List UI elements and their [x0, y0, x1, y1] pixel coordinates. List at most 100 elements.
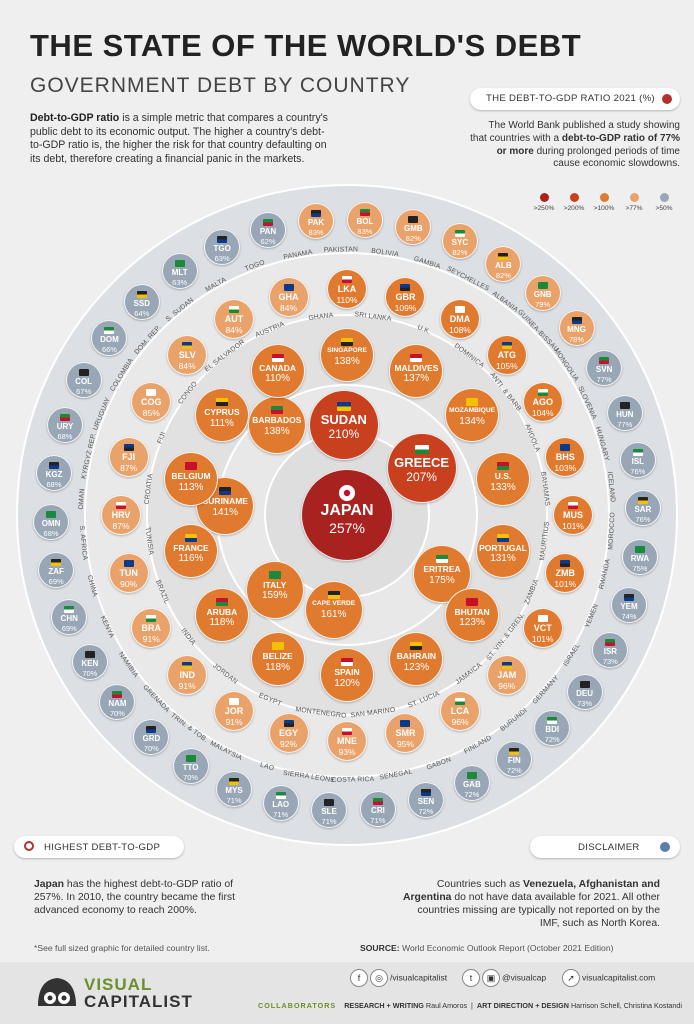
- website-link[interactable]: ➚ visualcapitalist.com: [562, 969, 655, 989]
- debt-value: 113%: [178, 481, 204, 493]
- country-bubble: ISL 76%: [619, 441, 656, 478]
- flag-icon: [185, 533, 197, 542]
- flag-icon: [51, 559, 62, 567]
- flag-icon: [174, 259, 185, 267]
- flag-icon: [339, 485, 355, 501]
- legend-item: >50%: [650, 193, 678, 212]
- flag-icon: [547, 717, 558, 725]
- logo-text[interactable]: VISUAL CAPITALIST: [84, 976, 193, 1010]
- collab-label: COLLABORATORS: [258, 1001, 337, 1010]
- flag-icon: [560, 443, 571, 451]
- debt-value: 87%: [120, 462, 138, 473]
- flag-icon: [372, 798, 383, 806]
- country-bubble: LKA 110%: [327, 269, 367, 309]
- debt-value: 70%: [82, 668, 98, 678]
- country-bubble: NAM 70%: [99, 683, 136, 720]
- flag-icon: [632, 448, 643, 456]
- debt-value: 138%: [334, 355, 360, 367]
- country-code: ARUBA: [206, 606, 238, 617]
- twitter-handle: @visualcap: [502, 972, 547, 983]
- highest-note: Japan has the highest debt-to-GDP ratio …: [34, 878, 254, 917]
- ratio-pill-label: THE DEBT-TO-GDP RATIO 2021 (%): [486, 93, 655, 104]
- debt-value: 257%: [329, 520, 365, 536]
- country-bubble: GREECE 207%: [386, 433, 457, 504]
- page-title: THE STATE OF THE WORLD'S DEBT: [30, 28, 582, 63]
- country-code: MOZAMBIQUE: [449, 407, 496, 415]
- debt-value: 110%: [336, 295, 358, 305]
- flag-icon: [568, 502, 578, 509]
- country-bubble: AGO 104%: [522, 382, 563, 422]
- country-code: BARBADOS: [252, 415, 302, 426]
- country-bubble: PORTUGAL 131%: [475, 523, 530, 578]
- debt-value: 68%: [43, 528, 59, 538]
- country-bubble: BHS 103%: [545, 436, 586, 477]
- debt-value: 138%: [264, 425, 290, 437]
- flag-icon: [275, 792, 286, 800]
- flag-icon: [336, 402, 351, 412]
- country-bubble: PAN 62%: [250, 211, 287, 248]
- flag-icon: [229, 777, 240, 785]
- debt-value: 101%: [531, 634, 554, 644]
- debt-value: 71%: [273, 810, 289, 820]
- flag-icon: [496, 533, 509, 542]
- flag-icon: [342, 276, 352, 283]
- debt-value: 92%: [279, 739, 297, 750]
- flag-icon: [215, 597, 228, 606]
- debt-value: 91%: [225, 716, 243, 727]
- debt-value: 137%: [403, 373, 430, 385]
- debt-value: 91%: [142, 634, 160, 644]
- country-bubble: GAB 72%: [453, 765, 490, 802]
- flag-icon: [454, 230, 465, 238]
- country-bubble: URY 68%: [46, 407, 83, 444]
- debt-value: 71%: [321, 817, 337, 827]
- country-code: GBR: [395, 291, 416, 302]
- debt-value: 123%: [459, 617, 485, 629]
- debt-value: 210%: [328, 427, 360, 442]
- flag-icon: [215, 398, 228, 407]
- flag-icon: [46, 510, 57, 518]
- country-bubble: TTO 70%: [172, 748, 209, 785]
- flag-icon: [78, 368, 89, 376]
- country-code: ISL: [631, 456, 645, 466]
- country-bubble: U.S. 133%: [475, 452, 530, 507]
- country-bubble: FJI 87%: [108, 436, 149, 477]
- country-bubble: SAR 76%: [624, 490, 661, 527]
- country-code: ZMB: [555, 568, 576, 579]
- facebook-link[interactable]: f ◎/visualcapitalist: [350, 969, 447, 989]
- dot-icon: [662, 94, 672, 104]
- flag-icon: [123, 560, 134, 568]
- debt-value: 110%: [265, 373, 290, 385]
- debt-value: 84%: [178, 361, 196, 372]
- country-bubble: ZMB 101%: [545, 553, 586, 594]
- legend-swatch: [569, 193, 579, 202]
- flag-icon: [217, 235, 228, 243]
- debt-value: 175%: [429, 574, 455, 586]
- flag-icon: [271, 353, 284, 362]
- debt-value: 141%: [212, 506, 239, 518]
- debt-value: 75%: [632, 564, 648, 574]
- country-bubble: COG 85%: [131, 382, 172, 422]
- flag-icon: [59, 414, 70, 422]
- debt-value: 96%: [498, 680, 516, 691]
- country-code: JAPAN: [320, 502, 374, 519]
- source: SOURCE: World Economic Outlook Report (O…: [360, 943, 613, 953]
- country-code: ATG: [497, 350, 516, 361]
- debt-value: 131%: [490, 553, 516, 565]
- country-code: ZAF: [48, 567, 64, 577]
- country-code: PAK: [307, 217, 325, 227]
- country-code: GREECE: [394, 455, 450, 471]
- debt-value: 71%: [226, 795, 242, 805]
- flag-icon: [84, 650, 95, 658]
- flag-icon: [283, 720, 294, 728]
- twitter-link[interactable]: t ▣ @visualcap: [462, 969, 546, 989]
- debt-value: 111%: [209, 417, 234, 429]
- country-bubble: JAM 96%: [486, 654, 527, 695]
- country-bubble: GMB 82%: [395, 208, 432, 245]
- footnote: *See full sized graphic for detailed cou…: [34, 943, 210, 953]
- country-code: COL: [75, 376, 93, 386]
- country-bubble: DOM 66%: [91, 320, 128, 357]
- country-bubble: BELGIUM 113%: [164, 452, 218, 507]
- debt-value: 74%: [621, 611, 637, 621]
- debt-value: 62%: [260, 236, 276, 246]
- debt-value: 161%: [320, 608, 347, 620]
